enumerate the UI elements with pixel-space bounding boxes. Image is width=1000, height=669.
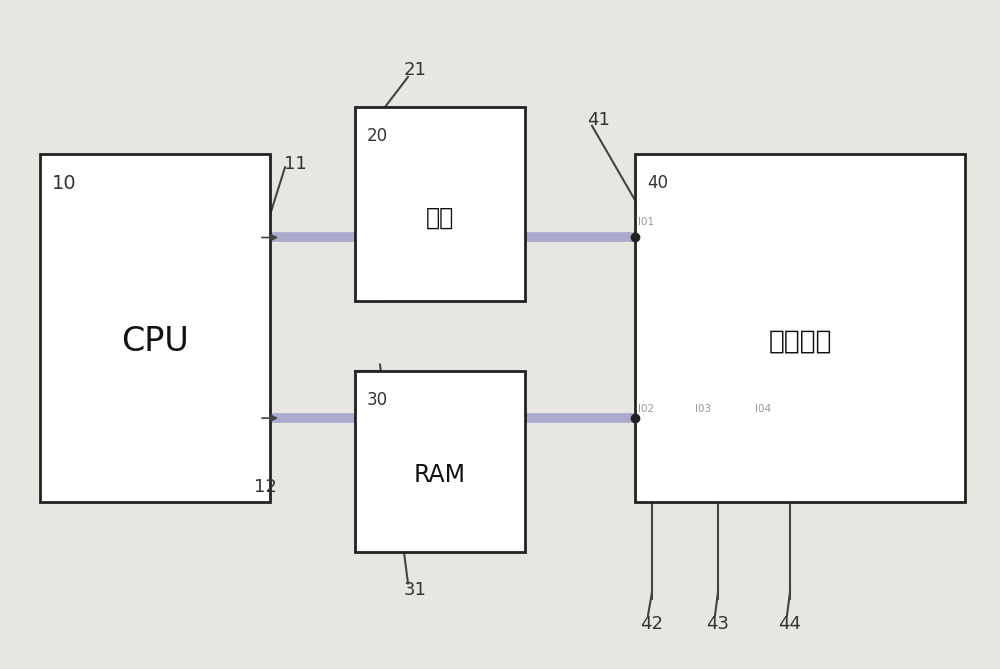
Text: 12: 12 xyxy=(254,478,276,496)
Text: CPU: CPU xyxy=(121,324,189,358)
Text: 监测单元: 监测单元 xyxy=(768,328,832,354)
Text: 21: 21 xyxy=(404,62,426,79)
Text: I01: I01 xyxy=(638,217,654,227)
Text: 11: 11 xyxy=(284,155,306,173)
Bar xyxy=(355,107,525,301)
Text: 31: 31 xyxy=(404,581,426,599)
Text: RAM: RAM xyxy=(414,463,466,487)
Text: 44: 44 xyxy=(778,615,802,632)
Text: 闪存: 闪存 xyxy=(426,205,454,229)
Text: 41: 41 xyxy=(587,112,609,129)
Text: 20: 20 xyxy=(367,127,388,145)
Text: 43: 43 xyxy=(706,615,730,632)
Text: I04: I04 xyxy=(755,405,771,414)
Text: 30: 30 xyxy=(367,391,388,409)
Bar xyxy=(635,154,965,502)
Bar xyxy=(40,154,270,502)
Text: 10: 10 xyxy=(52,174,77,193)
Text: I02: I02 xyxy=(638,405,654,414)
Bar xyxy=(355,371,525,552)
Text: 40: 40 xyxy=(647,174,668,192)
Text: 42: 42 xyxy=(640,615,664,632)
Text: I03: I03 xyxy=(695,405,711,414)
